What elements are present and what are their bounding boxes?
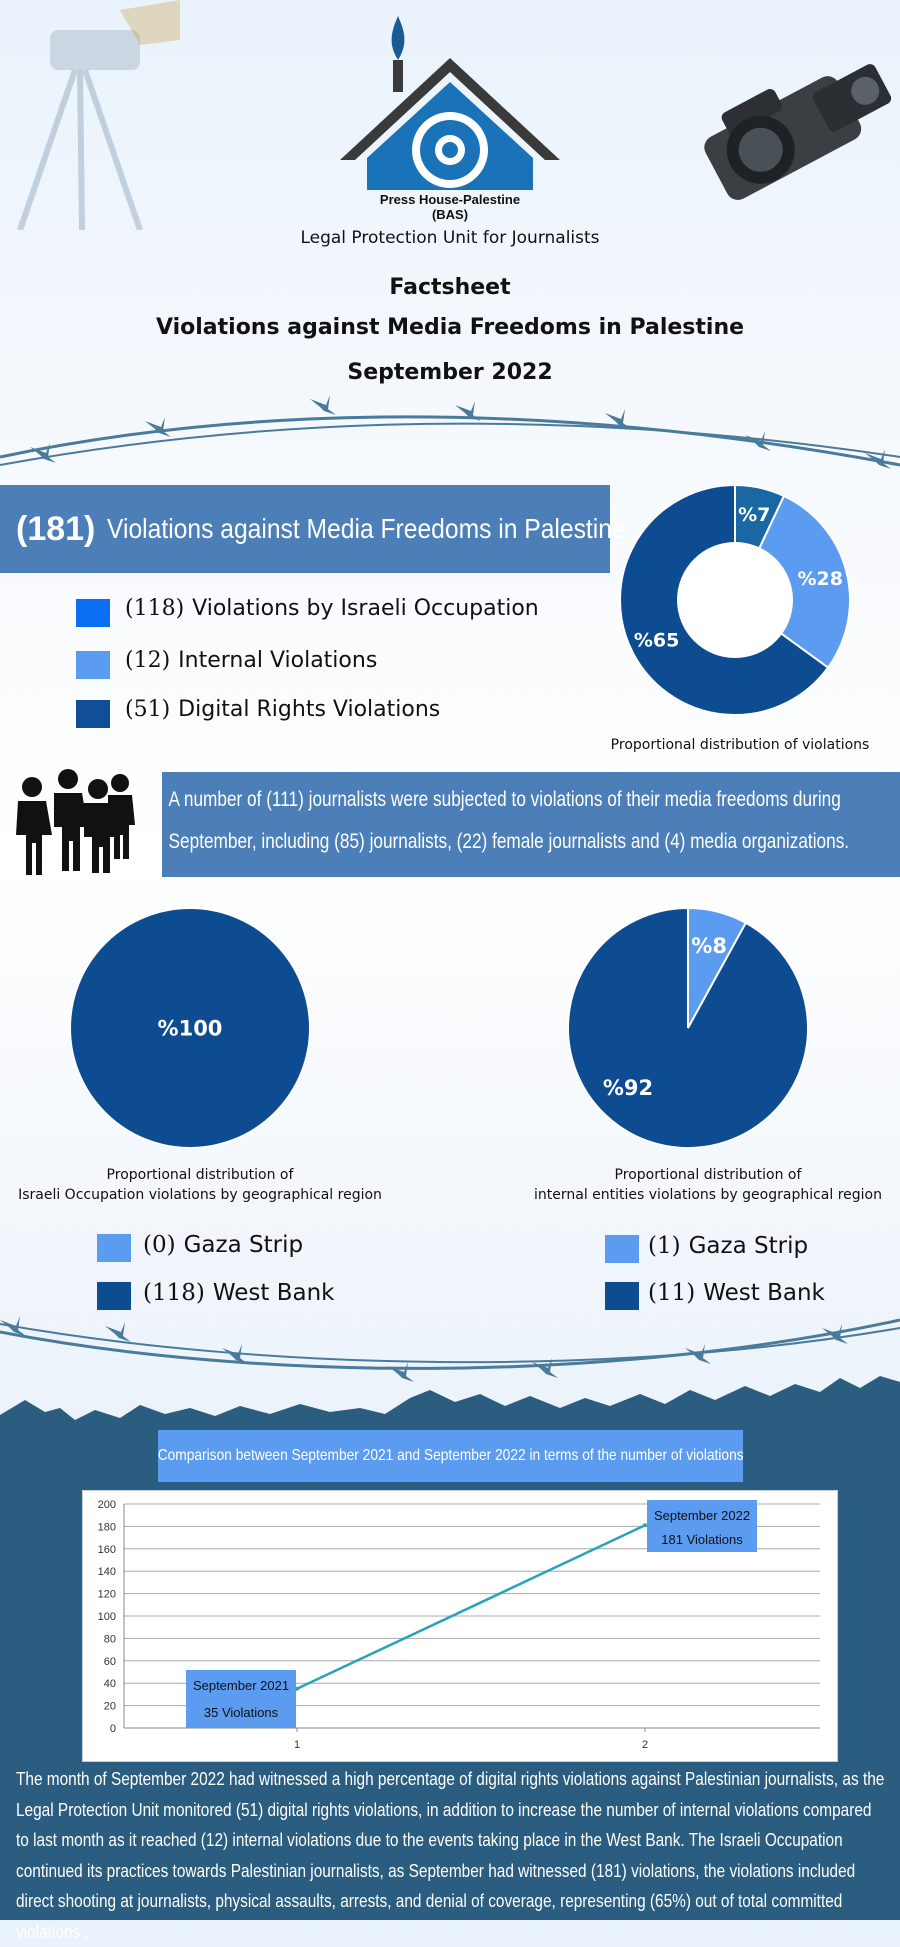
period: September 2022 xyxy=(347,360,553,385)
org-name: Press House-Palestine xyxy=(379,192,521,207)
pie-slice-label: %8 xyxy=(691,934,727,958)
legend-entry: (0) Gaza Strip xyxy=(143,1232,303,1258)
legend-entry: (12) Internal Violations xyxy=(125,648,377,673)
y-tick-label: 0 xyxy=(110,1723,116,1735)
legend-swatch xyxy=(605,1235,639,1263)
legend-entry: (1) Gaza Strip xyxy=(648,1233,808,1259)
legend-label: West Bank xyxy=(703,1280,825,1306)
legend-count: (118) xyxy=(125,596,185,621)
journalists-text: A number of (111) journalists were subje… xyxy=(168,788,850,853)
y-tick-label: 160 xyxy=(98,1544,116,1556)
legend-count: (0) xyxy=(143,1232,176,1258)
total-banner: (181) Violations against Media Freedoms … xyxy=(0,485,626,573)
legend-entry: (118) West Bank xyxy=(143,1280,335,1306)
israeli-pie-caption: Proportional distribution of Israeli Occ… xyxy=(18,1167,382,1203)
donut-caption: Proportional distribution of violations xyxy=(610,737,870,753)
y-tick-label: 80 xyxy=(104,1633,116,1645)
data-label: 181 Violations xyxy=(661,1532,743,1547)
legend-swatch xyxy=(97,1234,131,1262)
y-tick-label: 200 xyxy=(98,1499,116,1511)
comparison-paragraph-text: The month of September 2022 had witnesse… xyxy=(16,1769,885,1942)
y-tick-label: 40 xyxy=(104,1678,116,1690)
x-tick-label: 1 xyxy=(294,1739,300,1751)
y-tick-label: 180 xyxy=(98,1521,116,1533)
y-tick-label: 60 xyxy=(104,1656,116,1668)
pie-slice-label: %28 xyxy=(797,568,842,590)
legend-swatch xyxy=(76,651,110,679)
pie-slice xyxy=(69,907,311,1149)
legend-label: Violations by Israeli Occupation xyxy=(192,596,539,621)
legend-label: West Bank xyxy=(212,1280,335,1306)
legend-swatch xyxy=(605,1282,639,1310)
comparison-title: Comparison between September 2021 and Se… xyxy=(158,1447,743,1464)
violations-donut-chart: %7 %28 %65 xyxy=(619,485,851,716)
doc-type: Factsheet xyxy=(389,275,511,300)
legend-label: Gaza Strip xyxy=(183,1232,304,1258)
pie-slice-label: %92 xyxy=(603,1076,653,1100)
data-label-box xyxy=(186,1670,296,1728)
israeli-region-pie-chart: %100 xyxy=(69,907,311,1149)
legend-swatch xyxy=(76,599,110,627)
data-label-box xyxy=(647,1500,757,1552)
data-point xyxy=(643,1523,647,1528)
camera-icon xyxy=(704,64,892,200)
y-tick-label: 20 xyxy=(104,1701,116,1713)
internal-pie-caption: Proportional distribution of internal en… xyxy=(534,1167,882,1203)
data-label: 35 Violations xyxy=(204,1705,279,1720)
data-label: September 2022 xyxy=(654,1508,750,1523)
pie-slice xyxy=(567,906,809,1149)
barbed-wire-icon xyxy=(0,1316,900,1382)
pie-slice-label: %100 xyxy=(158,1016,223,1040)
page-title: Violations against Media Freedoms in Pal… xyxy=(155,315,745,340)
legend-count: (1) xyxy=(648,1233,681,1259)
y-tick-label: 100 xyxy=(98,1611,116,1623)
series-line xyxy=(296,1524,646,1690)
internal-region-pie-chart: %8 %92 xyxy=(567,906,809,1149)
comparison-title-banner: Comparison between September 2021 and Se… xyxy=(158,1430,743,1482)
y-tick-label: 140 xyxy=(98,1566,116,1578)
legend-label: Gaza Strip xyxy=(688,1233,809,1259)
comparison-paragraph: The month of September 2022 had witnesse… xyxy=(16,1764,888,1947)
org-abbr: (BAS) xyxy=(431,207,469,222)
pie-slice xyxy=(733,494,851,669)
pie-slice-label: %65 xyxy=(634,630,679,652)
legend-swatch xyxy=(97,1282,131,1310)
pie-slice-label: %7 xyxy=(738,504,770,526)
barbed-wire-icon xyxy=(0,395,900,469)
legend-count: (11) xyxy=(648,1280,696,1306)
donut-hole xyxy=(677,542,793,658)
legend-entry: (51) Digital Rights Violations xyxy=(125,697,440,722)
press-house-logo-icon xyxy=(340,16,560,190)
legend-count: (12) xyxy=(125,648,171,673)
legend-entry: (11) West Bank xyxy=(648,1280,825,1306)
legend-entry: (118) Violations by Israeli Occupation xyxy=(125,596,539,621)
journalists-banner: A number of (111) journalists were subje… xyxy=(162,772,900,877)
people-group-icon xyxy=(16,769,135,875)
x-tick-label: 2 xyxy=(642,1739,648,1751)
y-tick-label: 120 xyxy=(98,1589,116,1601)
camera-tripod-decor xyxy=(17,0,180,230)
legend-swatch xyxy=(76,700,110,728)
comparison-line-chart: 0 20 40 60 80 100 120 140 160 180 200 1 2 September 2… xyxy=(98,1499,820,1751)
legend-count: (118) xyxy=(143,1280,205,1306)
data-label: September 2021 xyxy=(193,1678,289,1693)
legend-count: (51) xyxy=(125,697,171,722)
unit-name: Legal Protection Unit for Journalists xyxy=(300,228,600,248)
legend-label: Digital Rights Violations xyxy=(178,697,441,722)
legend-label: Internal Violations xyxy=(178,648,378,673)
total-label: Violations against Media Freedoms in Pal… xyxy=(107,513,627,544)
total-count: (181) xyxy=(16,509,96,548)
